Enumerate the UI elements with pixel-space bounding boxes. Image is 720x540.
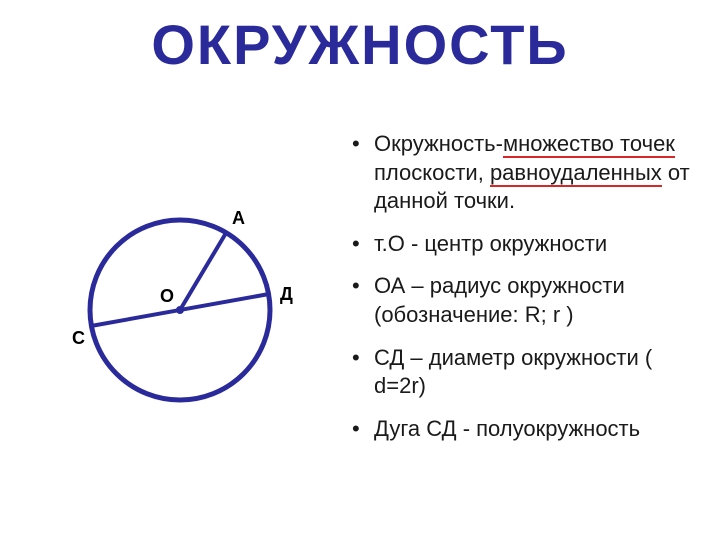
bullet-item-definition: Окружность-множество точек плоскости, ра… xyxy=(350,130,700,216)
center-point xyxy=(176,306,184,314)
bullet-list: Окружность-множество точек плоскости, ра… xyxy=(350,130,700,443)
page-title: ОКРУЖНОСТЬ xyxy=(151,12,568,77)
def-underlined-1: множество точек xyxy=(503,131,675,158)
bullet-item-center: т.О - центр окружности xyxy=(350,230,700,259)
def-prefix: Окружность- xyxy=(374,131,503,156)
def-underlined-2: равноудаленных xyxy=(490,160,662,187)
label-A: А xyxy=(232,208,245,228)
label-D: Д xyxy=(280,284,293,304)
diagram-area: О А С Д xyxy=(0,130,350,490)
circle-diagram: О А С Д xyxy=(60,180,320,440)
radius-line xyxy=(180,233,226,310)
label-C: С xyxy=(72,328,85,348)
content-row: О А С Д Окружность-множество точек плоск… xyxy=(0,130,720,490)
bullet-item-arc: Дуга СД - полуокружность xyxy=(350,415,700,444)
bullet-item-radius: ОА – радиус окружности (обозначение: R; … xyxy=(350,272,700,329)
bullet-item-diameter: СД – диаметр окружности ( d=2r) xyxy=(350,344,700,401)
def-mid: плоскости, xyxy=(374,160,490,185)
label-O: О xyxy=(160,286,174,306)
text-area: Окружность-множество точек плоскости, ра… xyxy=(350,130,720,490)
